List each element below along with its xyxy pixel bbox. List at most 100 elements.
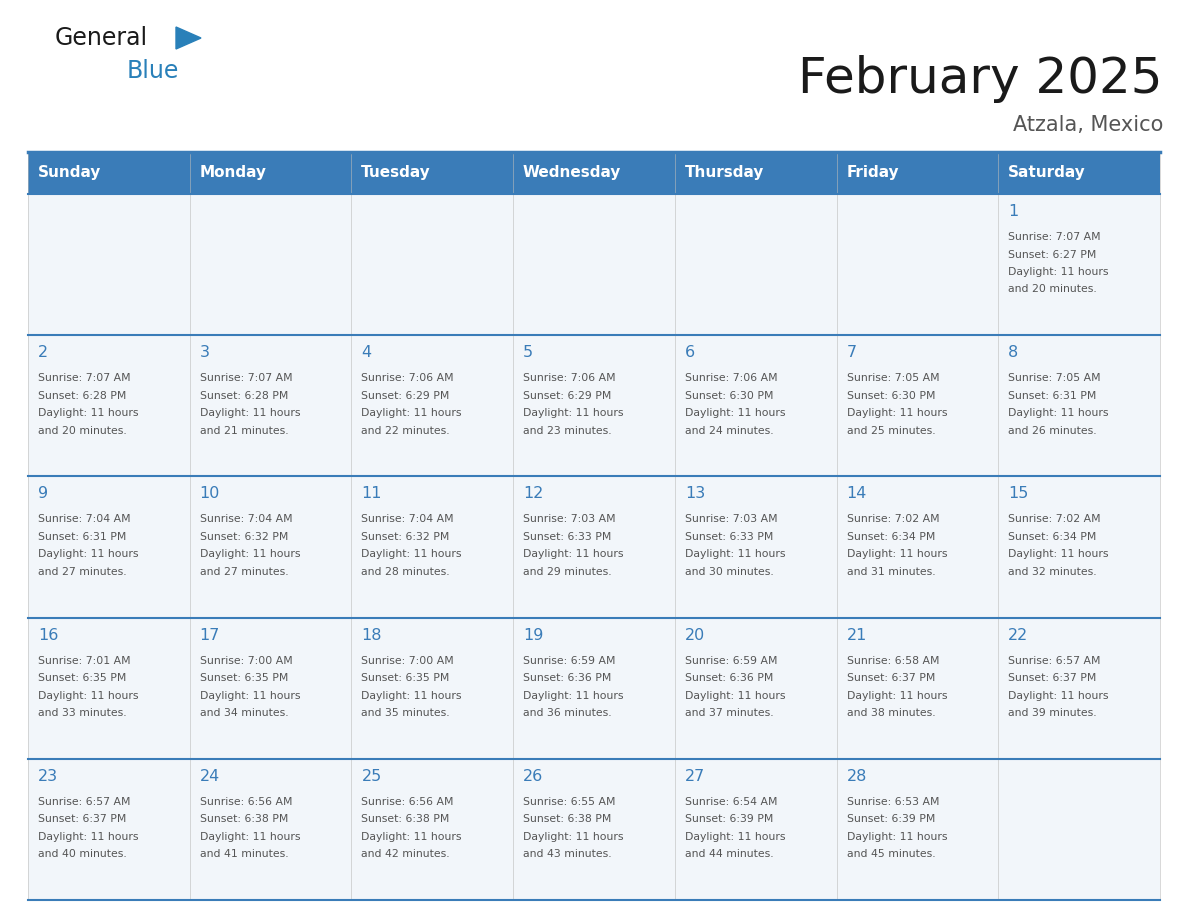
Text: Sunrise: 7:07 AM: Sunrise: 7:07 AM [200, 374, 292, 383]
Text: Sunset: 6:29 PM: Sunset: 6:29 PM [361, 391, 450, 400]
Text: Sunset: 6:39 PM: Sunset: 6:39 PM [684, 814, 773, 824]
Text: and 38 minutes.: and 38 minutes. [847, 708, 935, 718]
Text: Sunrise: 6:54 AM: Sunrise: 6:54 AM [684, 797, 777, 807]
Text: Sunset: 6:37 PM: Sunset: 6:37 PM [38, 814, 126, 824]
Text: and 23 minutes.: and 23 minutes. [523, 426, 612, 436]
Bar [190, 152, 352, 194]
Bar [675, 618, 836, 759]
Bar [513, 759, 675, 900]
Text: and 43 minutes.: and 43 minutes. [523, 849, 612, 859]
Text: Monday: Monday [200, 165, 266, 181]
Text: Daylight: 11 hours: Daylight: 11 hours [523, 690, 624, 700]
Polygon shape [176, 27, 201, 49]
Text: Sunset: 6:37 PM: Sunset: 6:37 PM [847, 673, 935, 683]
Text: 16: 16 [38, 628, 58, 643]
Text: February 2025: February 2025 [798, 55, 1163, 103]
Text: Sunset: 6:35 PM: Sunset: 6:35 PM [38, 673, 126, 683]
Text: Sunrise: 7:02 AM: Sunrise: 7:02 AM [1009, 514, 1101, 524]
Text: Sunset: 6:36 PM: Sunset: 6:36 PM [684, 673, 773, 683]
Text: and 25 minutes.: and 25 minutes. [847, 426, 935, 436]
Text: Sunrise: 6:55 AM: Sunrise: 6:55 AM [523, 797, 615, 807]
Bar [352, 194, 513, 335]
Text: 4: 4 [361, 345, 372, 360]
Text: 23: 23 [38, 768, 58, 784]
Bar [352, 618, 513, 759]
Text: Sunset: 6:27 PM: Sunset: 6:27 PM [1009, 250, 1097, 260]
Text: Sunrise: 6:57 AM: Sunrise: 6:57 AM [1009, 655, 1101, 666]
Text: 12: 12 [523, 487, 544, 501]
Text: Daylight: 11 hours: Daylight: 11 hours [361, 690, 462, 700]
Text: Sunrise: 7:06 AM: Sunrise: 7:06 AM [523, 374, 615, 383]
Text: and 36 minutes.: and 36 minutes. [523, 708, 612, 718]
Text: Atzala, Mexico: Atzala, Mexico [1012, 115, 1163, 135]
Text: Sunset: 6:28 PM: Sunset: 6:28 PM [200, 391, 287, 400]
Bar [29, 476, 190, 618]
Text: Sunset: 6:39 PM: Sunset: 6:39 PM [847, 814, 935, 824]
Text: Daylight: 11 hours: Daylight: 11 hours [1009, 690, 1108, 700]
Text: 1: 1 [1009, 204, 1018, 219]
Bar [513, 618, 675, 759]
Bar [836, 152, 998, 194]
Text: Thursday: Thursday [684, 165, 764, 181]
Text: Sunrise: 6:53 AM: Sunrise: 6:53 AM [847, 797, 939, 807]
Bar [675, 194, 836, 335]
Text: Sunset: 6:29 PM: Sunset: 6:29 PM [523, 391, 612, 400]
Text: Daylight: 11 hours: Daylight: 11 hours [847, 549, 947, 559]
Text: 11: 11 [361, 487, 381, 501]
Bar [998, 152, 1159, 194]
Text: Sunset: 6:31 PM: Sunset: 6:31 PM [1009, 391, 1097, 400]
Text: Blue: Blue [127, 59, 179, 83]
Text: Sunrise: 7:06 AM: Sunrise: 7:06 AM [361, 374, 454, 383]
Bar [190, 335, 352, 476]
Text: Sunrise: 6:58 AM: Sunrise: 6:58 AM [847, 655, 939, 666]
Text: and 37 minutes.: and 37 minutes. [684, 708, 773, 718]
Text: and 24 minutes.: and 24 minutes. [684, 426, 773, 436]
Text: Daylight: 11 hours: Daylight: 11 hours [361, 549, 462, 559]
Text: 2: 2 [38, 345, 49, 360]
Text: 26: 26 [523, 768, 543, 784]
Bar [675, 476, 836, 618]
Bar [29, 194, 190, 335]
Bar [513, 335, 675, 476]
Text: Daylight: 11 hours: Daylight: 11 hours [1009, 549, 1108, 559]
Text: Daylight: 11 hours: Daylight: 11 hours [847, 409, 947, 419]
Text: 7: 7 [847, 345, 857, 360]
Text: Sunset: 6:38 PM: Sunset: 6:38 PM [200, 814, 287, 824]
Text: Sunset: 6:33 PM: Sunset: 6:33 PM [523, 532, 612, 542]
Text: 9: 9 [38, 487, 49, 501]
Text: Sunrise: 7:04 AM: Sunrise: 7:04 AM [200, 514, 292, 524]
Text: 5: 5 [523, 345, 533, 360]
Text: and 22 minutes.: and 22 minutes. [361, 426, 450, 436]
Text: 14: 14 [847, 487, 867, 501]
Text: Sunrise: 7:04 AM: Sunrise: 7:04 AM [361, 514, 454, 524]
Text: Sunrise: 6:59 AM: Sunrise: 6:59 AM [684, 655, 777, 666]
Text: and 30 minutes.: and 30 minutes. [684, 567, 773, 577]
Text: and 32 minutes.: and 32 minutes. [1009, 567, 1097, 577]
Text: 24: 24 [200, 768, 220, 784]
Text: and 33 minutes.: and 33 minutes. [38, 708, 127, 718]
Bar [29, 618, 190, 759]
Text: General: General [55, 26, 148, 50]
Text: Sunrise: 6:56 AM: Sunrise: 6:56 AM [361, 797, 454, 807]
Bar [190, 476, 352, 618]
Text: Sunset: 6:33 PM: Sunset: 6:33 PM [684, 532, 773, 542]
Bar [190, 194, 352, 335]
Text: Sunset: 6:37 PM: Sunset: 6:37 PM [1009, 673, 1097, 683]
Text: Sunset: 6:28 PM: Sunset: 6:28 PM [38, 391, 126, 400]
Bar [29, 335, 190, 476]
Bar [675, 759, 836, 900]
Text: and 28 minutes.: and 28 minutes. [361, 567, 450, 577]
Text: 15: 15 [1009, 487, 1029, 501]
Bar [29, 152, 190, 194]
Text: 13: 13 [684, 487, 706, 501]
Bar [29, 759, 190, 900]
Bar [352, 152, 513, 194]
Text: Sunset: 6:38 PM: Sunset: 6:38 PM [523, 814, 612, 824]
Bar [513, 152, 675, 194]
Text: 28: 28 [847, 768, 867, 784]
Text: 22: 22 [1009, 628, 1029, 643]
Text: Daylight: 11 hours: Daylight: 11 hours [523, 409, 624, 419]
Text: Daylight: 11 hours: Daylight: 11 hours [847, 832, 947, 842]
Text: and 35 minutes.: and 35 minutes. [361, 708, 450, 718]
Bar [675, 335, 836, 476]
